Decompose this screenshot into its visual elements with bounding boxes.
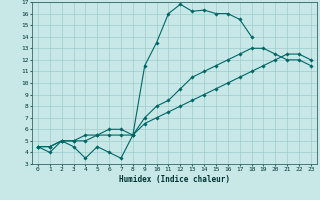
X-axis label: Humidex (Indice chaleur): Humidex (Indice chaleur) [119, 175, 230, 184]
